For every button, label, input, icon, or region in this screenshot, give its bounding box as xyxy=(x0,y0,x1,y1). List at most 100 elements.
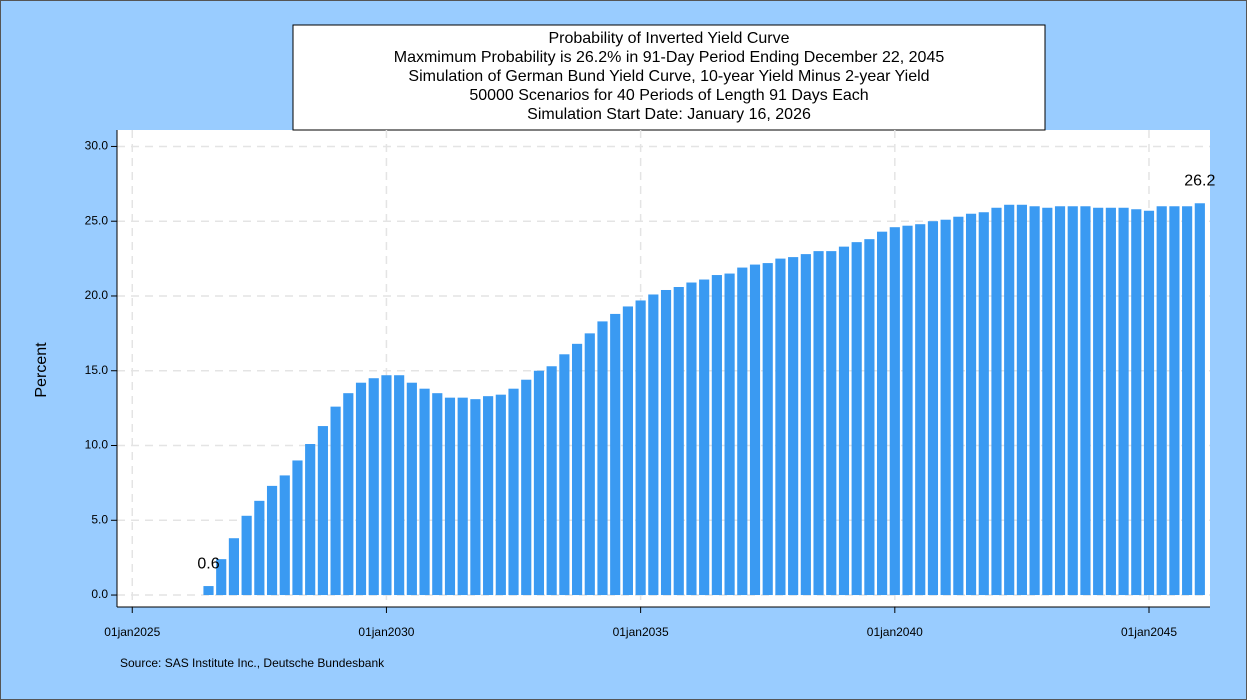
bar xyxy=(1182,206,1193,596)
bar xyxy=(724,273,735,596)
bar xyxy=(406,382,417,596)
title-line: 50000 Scenarios for 40 Periods of Length… xyxy=(469,87,868,104)
bar xyxy=(203,586,214,596)
y-tick-label: 10.0 xyxy=(85,438,109,452)
bar xyxy=(597,321,608,596)
bar xyxy=(915,224,926,596)
bar xyxy=(648,294,659,596)
bar xyxy=(991,207,1002,596)
bar xyxy=(826,251,837,596)
bar xyxy=(1093,207,1104,596)
bar xyxy=(965,213,977,596)
bar xyxy=(673,287,684,596)
bar xyxy=(978,212,989,596)
bar xyxy=(241,515,252,596)
bar xyxy=(1143,210,1155,596)
bar xyxy=(292,460,303,596)
bar xyxy=(419,388,430,596)
bar xyxy=(1131,209,1142,596)
bar xyxy=(1194,203,1205,596)
bar xyxy=(1004,204,1015,596)
bar xyxy=(533,370,545,596)
bar xyxy=(686,282,697,596)
y-axis-label: Percent xyxy=(33,342,50,398)
bar xyxy=(762,263,773,596)
bar xyxy=(877,231,888,596)
y-tick-label: 25.0 xyxy=(85,213,109,227)
x-tick-label: 01jan2030 xyxy=(358,625,414,639)
bar xyxy=(699,279,710,596)
bar xyxy=(355,382,367,596)
title-line: Probability of Inverted Yield Curve xyxy=(548,30,789,47)
bar xyxy=(940,219,951,596)
bar xyxy=(953,216,964,596)
x-tick-label: 01jan2040 xyxy=(867,625,923,639)
bar xyxy=(305,444,316,596)
bar xyxy=(635,300,646,596)
bar xyxy=(660,289,672,596)
bar xyxy=(279,475,290,596)
bar xyxy=(470,399,481,596)
bar xyxy=(902,225,913,596)
bar xyxy=(444,397,456,596)
y-tick-label: 20.0 xyxy=(85,288,109,302)
bar xyxy=(1042,207,1053,596)
bar xyxy=(864,239,875,596)
bar xyxy=(1067,206,1078,596)
bar xyxy=(571,343,583,596)
bar xyxy=(368,378,379,596)
bar xyxy=(775,258,786,596)
bar xyxy=(800,254,811,596)
title-line: Simulation of German Bund Yield Curve, 1… xyxy=(408,68,929,85)
data-label: 0.6 xyxy=(197,555,219,572)
bar xyxy=(1156,206,1167,596)
x-tick-label: 01jan2035 xyxy=(613,625,669,639)
bar xyxy=(813,251,824,596)
bar xyxy=(1016,204,1027,596)
bar xyxy=(521,379,532,596)
bar xyxy=(1029,206,1040,596)
bar xyxy=(737,267,748,596)
title-line: Maxmimum Probability is 26.2% in 91-Day … xyxy=(394,49,945,66)
bar xyxy=(788,257,799,596)
bar xyxy=(711,275,722,596)
bar xyxy=(1080,206,1091,596)
x-tick-label: 01jan2025 xyxy=(104,625,160,639)
y-tick-label: 0.0 xyxy=(91,587,108,601)
title-line: Simulation Start Date: January 16, 2026 xyxy=(527,106,811,123)
bar xyxy=(1118,207,1129,596)
bar xyxy=(559,354,570,596)
bar xyxy=(749,264,761,596)
bar xyxy=(927,221,939,596)
bar xyxy=(508,388,519,596)
bar xyxy=(584,333,595,596)
bar xyxy=(483,396,494,596)
data-label: 26.2 xyxy=(1184,172,1215,189)
bar xyxy=(1169,206,1180,596)
title: Probability of Inverted Yield Curve Maxm… xyxy=(394,30,945,123)
bar xyxy=(228,538,240,596)
bar xyxy=(851,242,862,596)
bar xyxy=(457,397,468,596)
bar xyxy=(1105,207,1116,596)
bar xyxy=(838,246,850,596)
source-note: Source: SAS Institute Inc., Deutsche Bun… xyxy=(120,656,385,670)
bar xyxy=(622,306,633,596)
bars xyxy=(203,203,1205,596)
bar xyxy=(381,375,392,596)
bar xyxy=(1054,206,1066,596)
bar xyxy=(330,406,341,596)
y-tick-label: 5.0 xyxy=(91,512,108,526)
x-tick-label: 01jan2045 xyxy=(1121,625,1177,639)
bar xyxy=(889,227,900,596)
bar xyxy=(394,375,405,596)
bar xyxy=(317,426,328,596)
y-tick-label: 15.0 xyxy=(85,363,109,377)
bar xyxy=(432,393,443,596)
title-box xyxy=(292,24,1046,131)
bar xyxy=(254,500,265,596)
bar xyxy=(546,366,557,596)
bar xyxy=(216,559,227,596)
bar xyxy=(343,393,354,596)
